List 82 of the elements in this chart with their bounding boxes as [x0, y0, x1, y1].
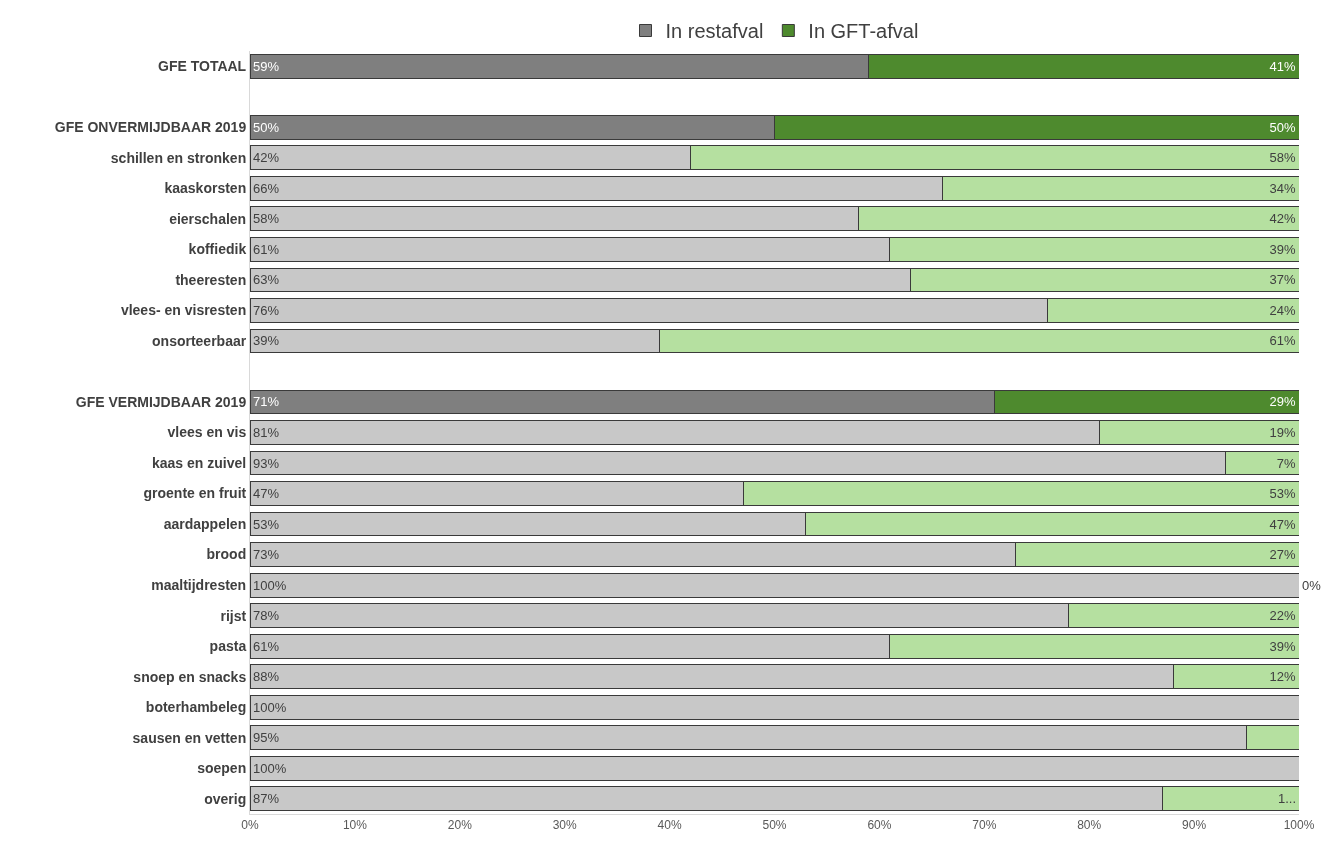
- data-label: 73%: [253, 547, 280, 563]
- x-tick-label: 30%: [552, 818, 578, 833]
- bar: [250, 572, 1299, 598]
- data-label: 1...: [1277, 791, 1296, 807]
- data-label: 47%: [253, 486, 280, 502]
- data-label: 53%: [253, 516, 280, 532]
- x-tick-label: 80%: [1077, 818, 1102, 833]
- data-label: 78%: [253, 608, 280, 624]
- y-tick-label: rijst: [220, 607, 247, 624]
- data-label: 39%: [1269, 638, 1296, 654]
- data-label: 71%: [253, 394, 280, 410]
- data-label: 61%: [253, 241, 280, 257]
- y-tick-label: theeresten: [175, 271, 247, 288]
- data-label: 47%: [1269, 516, 1296, 532]
- y-tick-label: GFE ONVERMIJDBAAR 2019: [54, 119, 247, 136]
- data-label: 95%: [253, 730, 280, 746]
- x-tick-label: 0%: [241, 818, 259, 833]
- data-label: 88%: [253, 669, 280, 685]
- data-label: 39%: [253, 333, 280, 349]
- data-label: 61%: [1269, 333, 1296, 349]
- data-label: 61%: [253, 638, 280, 654]
- y-tick-label: koffiedik: [188, 241, 247, 258]
- data-label: 29%: [1269, 394, 1296, 410]
- x-tick-label: 40%: [657, 818, 682, 833]
- data-label: 66%: [253, 180, 280, 196]
- data-label: 24%: [1269, 302, 1296, 318]
- data-label: 22%: [1269, 608, 1296, 624]
- x-tick-label: 90%: [1182, 818, 1207, 833]
- y-tick-label: vlees en vis: [167, 424, 247, 441]
- data-label: 58%: [253, 211, 280, 227]
- data-label: 39%: [1269, 241, 1296, 257]
- data-label: 58%: [1269, 150, 1296, 166]
- data-label: 100%: [253, 699, 287, 715]
- data-label: 59%: [253, 58, 280, 74]
- y-tick-label: maaltijdresten: [151, 577, 247, 593]
- y-tick-label: overig: [204, 790, 247, 807]
- data-label: 63%: [253, 272, 280, 288]
- data-label: 12%: [1269, 669, 1296, 685]
- y-tick-label: vlees- en visresten: [120, 302, 247, 319]
- x-tick-label: 60%: [867, 818, 892, 833]
- y-tick-label: GFE VERMIJDBAAR 2019: [75, 393, 247, 410]
- y-tick-label: kaaskorsten: [164, 180, 247, 197]
- y-tick-label: GFE TOTAAL: [158, 58, 247, 75]
- data-label: 19%: [1269, 425, 1296, 440]
- y-tick-label: groente en fruit: [143, 485, 247, 502]
- data-label: 50%: [1269, 119, 1296, 135]
- data-label: 37%: [1269, 272, 1296, 288]
- data-label: 41%: [1269, 58, 1296, 74]
- y-tick-label: schillen en stronken: [110, 149, 247, 166]
- data-label: 76%: [253, 302, 280, 318]
- data-label: 100%: [253, 577, 287, 593]
- y-tick-label: pasta: [209, 638, 247, 655]
- data-label: 42%: [1269, 211, 1296, 227]
- bar: [250, 755, 1299, 781]
- bar: [250, 694, 1299, 720]
- x-tick-label: 20%: [447, 818, 473, 833]
- data-label: 34%: [1269, 180, 1296, 196]
- data-label: 7%: [1276, 455, 1296, 471]
- x-tick-label: 70%: [972, 818, 997, 833]
- data-label: 100%: [253, 760, 287, 776]
- y-tick-label: eierschalen: [169, 210, 247, 227]
- data-label: 81%: [253, 425, 280, 440]
- y-tick-label: onsorteerbaar: [152, 332, 247, 349]
- data-label: 27%: [1269, 547, 1296, 563]
- legend-label: In restafval: [665, 20, 764, 43]
- y-tick-label: snoep en snacks: [133, 668, 247, 685]
- y-tick-label: brood: [206, 546, 247, 563]
- legend-label: In GFT-afval: [808, 20, 919, 43]
- y-tick-label: kaas en zuivel: [152, 454, 247, 471]
- data-label: 50%: [253, 119, 280, 135]
- data-label: 93%: [253, 455, 280, 471]
- y-tick-label: sausen en vetten: [132, 729, 247, 746]
- y-tick-label: boterhambeleg: [145, 699, 247, 716]
- x-tick-label: 10%: [342, 818, 368, 833]
- data-label: 53%: [1269, 486, 1296, 502]
- y-tick-label: soepen: [197, 760, 247, 777]
- x-tick-label: 100%: [1283, 818, 1315, 833]
- y-tick-label: aardappelen: [163, 515, 247, 532]
- data-label: 0%: [1302, 577, 1322, 593]
- data-label: 87%: [253, 791, 280, 807]
- x-tick-label: 50%: [762, 818, 787, 833]
- data-label: 42%: [253, 150, 280, 166]
